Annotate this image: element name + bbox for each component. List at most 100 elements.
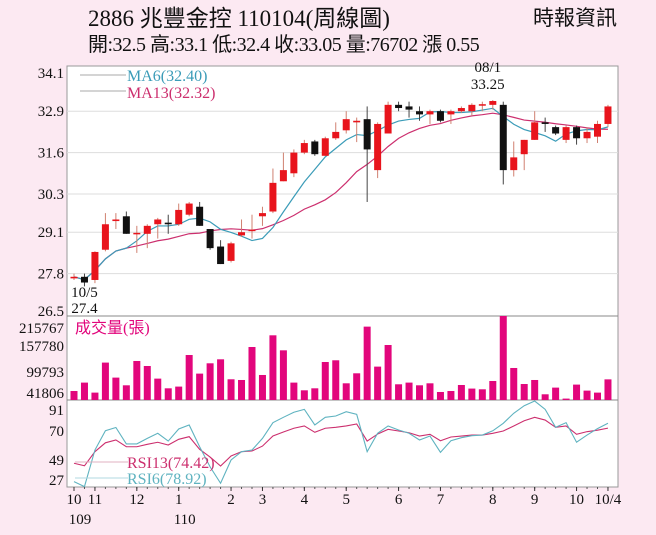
candle-down — [541, 122, 549, 124]
volume-bar — [562, 398, 570, 400]
candle-up — [374, 123, 382, 171]
x-tick-label: 3 — [259, 492, 267, 508]
volume-bar — [478, 389, 486, 400]
volume-bar — [447, 391, 455, 400]
candle-up — [101, 224, 109, 250]
volume-tick-label: 41806 — [27, 386, 65, 402]
price-tick-label: 30.3 — [38, 187, 64, 203]
candle-down — [573, 127, 581, 139]
price-tick-label: 29.1 — [38, 225, 64, 241]
volume-bar — [321, 362, 329, 400]
volume-bar — [436, 391, 444, 400]
candle-down — [311, 141, 319, 155]
volume-bar — [510, 367, 518, 400]
volume-bar — [363, 326, 371, 400]
x-tick-label: 9 — [531, 492, 539, 508]
price-tick-label: 26.5 — [38, 304, 64, 320]
x-year-label: 109 — [69, 512, 92, 528]
x-tick-label: 4 — [301, 492, 309, 508]
volume-bar — [573, 384, 581, 400]
legend-ma13: MA13(32.32) — [127, 85, 215, 102]
candle-down — [196, 206, 204, 226]
price-tick-label: 27.8 — [38, 267, 64, 283]
volume-bar — [112, 377, 120, 400]
candle-down — [405, 106, 413, 110]
volume-bar — [520, 384, 528, 400]
x-tick-label: 12 — [129, 492, 144, 508]
rsi6-line — [73, 400, 609, 488]
x-tick-label: 7 — [437, 492, 445, 508]
volume-bar — [374, 366, 382, 400]
candle-up — [258, 213, 266, 217]
volume-bar — [405, 382, 413, 400]
candle-down — [363, 119, 371, 150]
x-tick-label: 11 — [88, 492, 102, 508]
volume-bar — [196, 373, 204, 400]
candle-up — [290, 152, 298, 174]
candle-up — [112, 219, 120, 222]
rsi-tick-label: 27 — [49, 473, 65, 489]
volume-bar — [489, 381, 497, 400]
candle-up — [143, 225, 151, 234]
candle-down — [122, 216, 130, 234]
candle-down — [499, 104, 507, 171]
source-label: 時報資訊 — [533, 6, 617, 30]
volume-bar — [80, 382, 88, 400]
ma13-line — [73, 112, 608, 281]
volume-bar — [238, 379, 246, 400]
candle-up — [248, 229, 256, 232]
candle-up — [175, 209, 183, 225]
volume-bar — [395, 384, 403, 400]
volume-tick-label: 215767 — [19, 321, 65, 337]
candle-up — [562, 127, 570, 140]
x-tick-label: 5 — [342, 492, 350, 508]
candle-up — [342, 119, 350, 131]
volume-bar — [122, 385, 130, 400]
volume-bar — [583, 390, 591, 400]
candle-up — [154, 219, 162, 225]
volume-bar — [91, 392, 99, 400]
candle-down — [80, 276, 88, 283]
price-tick-label: 34.1 — [38, 66, 64, 82]
volume-bar — [175, 386, 183, 400]
candle-up — [468, 104, 476, 112]
volume-bar — [258, 374, 266, 400]
volume-bar — [185, 355, 193, 400]
candle-up — [447, 111, 455, 115]
candle-up — [227, 243, 235, 261]
x-tick-label: 6 — [395, 492, 403, 508]
volume-bar — [143, 365, 151, 400]
x-year-label: 110 — [174, 512, 196, 528]
legend-ma6: MA6(32.40) — [127, 68, 207, 85]
candle-up — [353, 120, 361, 123]
volume-bar — [468, 388, 476, 400]
candle-down — [217, 246, 225, 265]
plot-area — [66, 65, 619, 488]
legend-rsi13: RSI13(74.42) — [127, 455, 215, 472]
annotation-date: 10/5 — [71, 285, 98, 301]
volume-bar — [353, 373, 361, 400]
candle-up — [238, 232, 246, 236]
legend-rsi6: RSI6(78.92) — [127, 471, 207, 488]
candle-up — [531, 122, 539, 140]
volume-bar — [300, 390, 308, 400]
candle-up — [321, 138, 329, 156]
candle-up — [384, 104, 392, 134]
volume-bar — [384, 345, 392, 400]
volume-bar — [133, 360, 141, 400]
volume-bar — [279, 350, 287, 400]
volume-bar — [70, 391, 78, 400]
x-tick-label: 8 — [489, 492, 497, 508]
x-tick-label: 1 — [175, 492, 183, 508]
candle-up — [520, 139, 528, 155]
x-tick-label: 2 — [227, 492, 235, 508]
candle-down — [416, 111, 424, 115]
volume-bar — [217, 359, 225, 400]
volume-bar — [499, 316, 507, 400]
volume-bar — [426, 383, 434, 400]
candle-up — [583, 131, 591, 139]
volume-bar — [164, 388, 172, 400]
candle-up — [133, 232, 141, 235]
volume-bar — [101, 362, 109, 400]
candle-down — [206, 229, 214, 249]
